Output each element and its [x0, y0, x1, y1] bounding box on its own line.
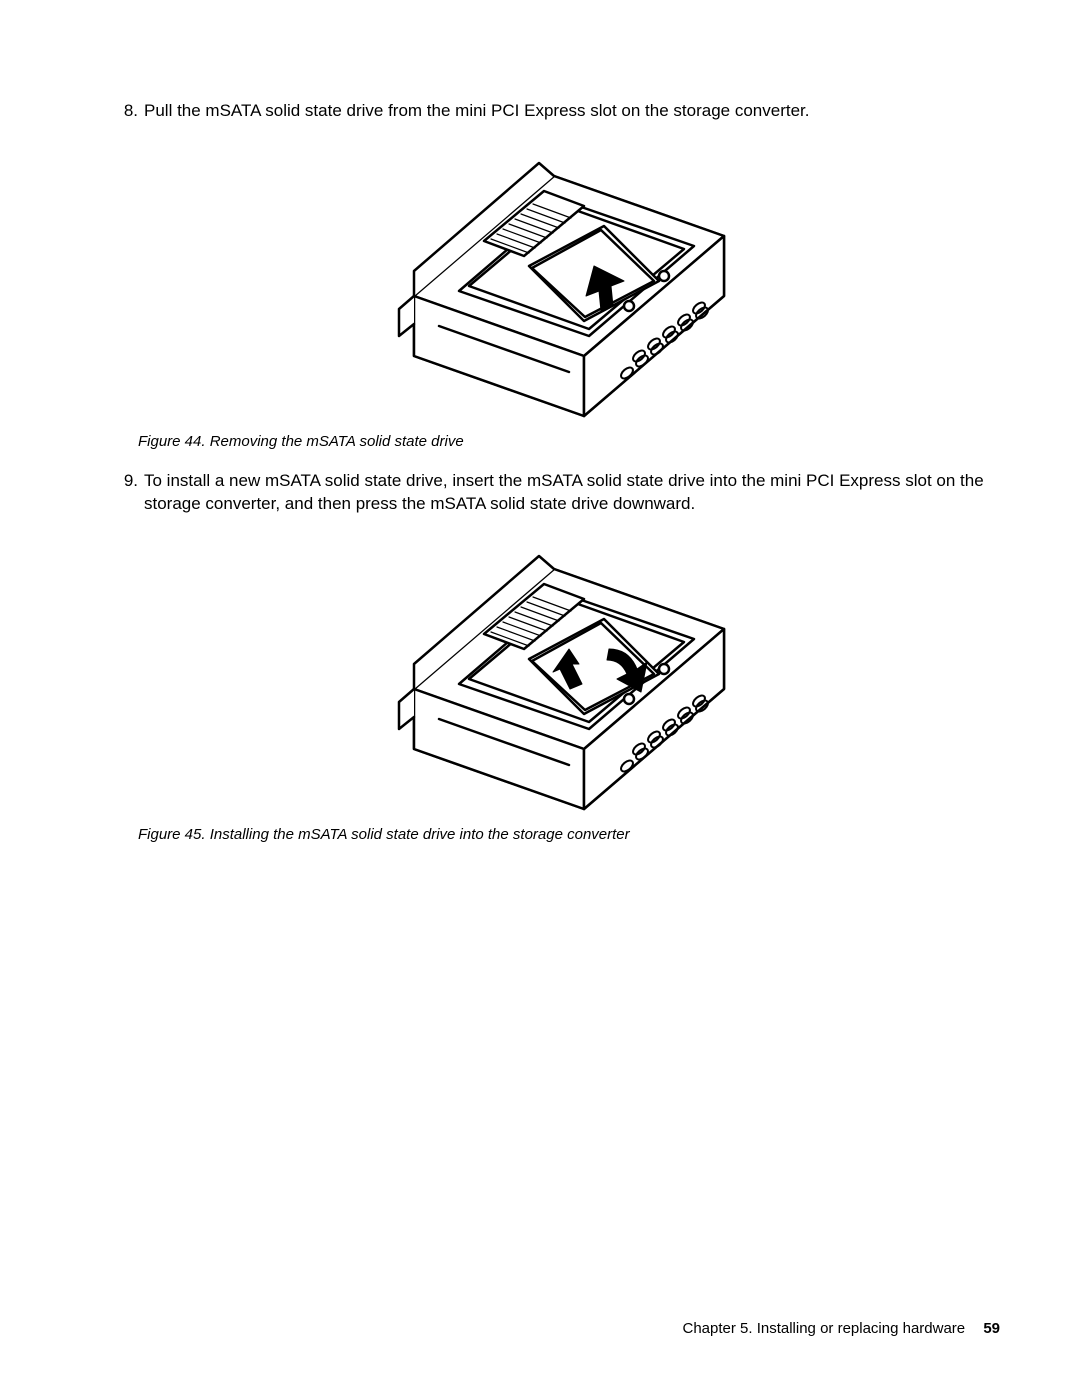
step-9-number: 9. — [110, 470, 144, 516]
footer-page-number: 59 — [983, 1320, 1000, 1337]
step-8-number: 8. — [110, 100, 144, 123]
step-8: 8. Pull the mSATA solid state drive from… — [110, 100, 1000, 123]
footer-chapter: Chapter 5. Installing or replacing hardw… — [682, 1320, 965, 1337]
figure-44-caption: Figure 44. Removing the mSATA solid stat… — [138, 433, 1000, 450]
page-footer: Chapter 5. Installing or replacing hardw… — [682, 1320, 1000, 1337]
step-9: 9. To install a new mSATA solid state dr… — [110, 470, 1000, 516]
figure-44 — [138, 141, 1000, 421]
figure-45 — [138, 534, 1000, 814]
figure-45-caption: Figure 45. Installing the mSATA solid st… — [138, 826, 1000, 843]
figure-44-diagram — [369, 141, 769, 421]
step-8-text: Pull the mSATA solid state drive from th… — [144, 100, 1000, 123]
step-9-text: To install a new mSATA solid state drive… — [144, 470, 1000, 516]
figure-45-diagram — [369, 534, 769, 814]
